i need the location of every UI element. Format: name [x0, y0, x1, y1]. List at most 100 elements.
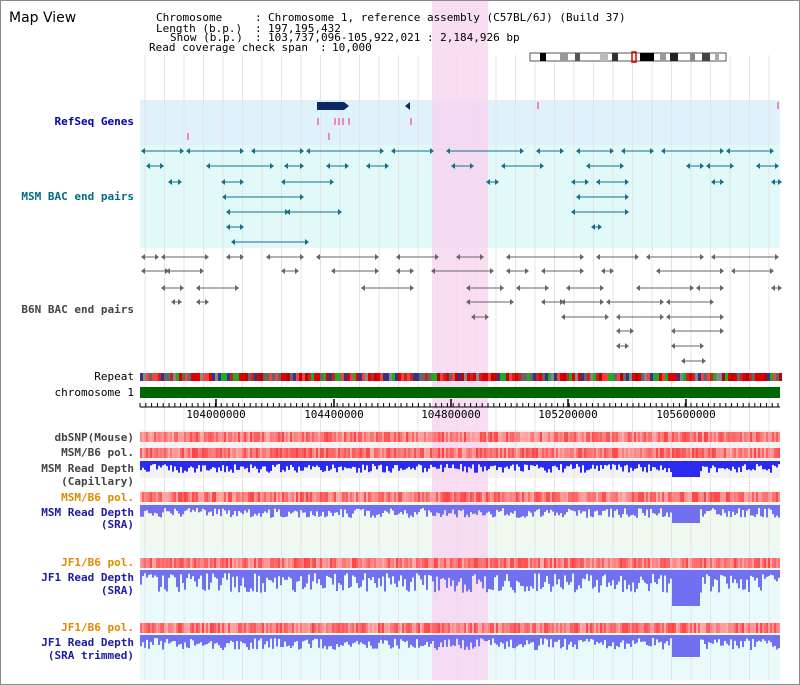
msm-b6-pol-density: [580, 448, 582, 458]
msm-b6-pol-density: [428, 492, 430, 502]
msm-depth-sra-bar: [392, 505, 394, 511]
jf1-b6-pol-density: [696, 623, 698, 633]
jf1-b6-pol-density: [264, 558, 266, 568]
jf1-b6-pol-density: [658, 623, 660, 633]
msm-b6-pol-density: [562, 492, 564, 502]
dbsnp-density: [568, 432, 570, 442]
repeat-segment: [278, 373, 281, 381]
jf1-b6-pol-density: [548, 558, 550, 568]
jf1-depth-trimmed-bar: [648, 635, 650, 646]
jf1-b6-pol-density: [258, 623, 260, 633]
msm-depth-sra-bar: [188, 505, 190, 509]
msm-b6-pol-density: [704, 492, 706, 502]
msm-b6-pol-density: [216, 492, 218, 502]
msm-b6-pol-density: [204, 448, 206, 458]
dbsnp-density: [736, 432, 738, 442]
jf1-b6-pol-density: [438, 623, 440, 633]
repeat-segment: [575, 373, 578, 381]
dbsnp-density: [356, 432, 358, 442]
dbsnp-density: [360, 432, 362, 442]
jf1-b6-pol-density: [402, 558, 404, 568]
repeat-segment: [569, 373, 572, 381]
msm-bac-pair-end: [620, 163, 624, 169]
msm-depth-capillary-bar: [382, 461, 384, 473]
jf1-depth-trimmed-bar: [776, 635, 778, 650]
jf1-depth-trimmed-bar: [214, 635, 216, 644]
msm-b6-pol-density: [654, 492, 656, 502]
jf1-depth-sra-bar: [718, 570, 720, 593]
dbsnp-density: [470, 432, 472, 442]
jf1-depth-sra-bar: [250, 570, 252, 589]
jf1-depth-sra-bar: [362, 570, 364, 581]
repeat-segment: [245, 373, 248, 381]
jf1-depth-trimmed-bar: [472, 635, 474, 649]
msm-depth-capillary-bar: [658, 461, 660, 471]
msm-b6-pol-density: [502, 448, 504, 458]
jf1-depth-sra-bar: [762, 570, 764, 575]
msm-depth-sra-bar: [728, 505, 730, 512]
jf1-depth-trimmed-bar: [278, 635, 280, 639]
jf1-depth-sra-bar: [486, 570, 488, 593]
jf1-depth-trimmed-bar: [526, 635, 528, 641]
msm-b6-pol-density: [260, 448, 262, 458]
jf1-b6-pol-density: [688, 558, 690, 568]
msm-b6-pol-density: [524, 448, 526, 458]
jf1-depth-sra-bar: [514, 570, 516, 593]
msm-depth-capillary-bar: [710, 461, 712, 469]
msm-depth-sra-bar: [580, 505, 582, 514]
jf1-depth-sra-bar: [228, 570, 230, 574]
jf1-b6-pol-density: [528, 623, 530, 633]
jf1-depth-trimmed-bar: [596, 635, 598, 642]
jf1-depth-sra-bar: [240, 570, 242, 586]
msm-depth-capillary-bar: [682, 461, 684, 477]
b6n-bac-pair-end: [635, 254, 639, 260]
b6n-bac-pair-end: [616, 314, 620, 320]
msm-depth-capillary-bar: [626, 461, 628, 465]
b6n-bac-pair-end: [660, 314, 664, 320]
msm-b6-pol-density: [208, 492, 210, 502]
msm-b6-pol-density: [558, 492, 560, 502]
dbsnp-density: [572, 432, 574, 442]
jf1-depth-trimmed-bar: [206, 635, 208, 645]
msm-depth-sra-bar: [710, 505, 712, 511]
msm-depth-capillary-bar: [200, 461, 202, 472]
jf1-b6-pol-density: [206, 558, 208, 568]
dbsnp-density: [748, 432, 750, 442]
info-length-key: Length (b.p.): [156, 22, 243, 35]
msm-depth-sra-bar: [162, 505, 164, 513]
dbsnp-density: [292, 432, 294, 442]
jf1-depth-sra-bar: [330, 570, 332, 579]
jf1-b6-pol-density: [426, 623, 428, 633]
jf1-depth-sra-bar: [224, 570, 226, 574]
chromosome-bar: [140, 387, 780, 398]
repeat-segment: [770, 373, 773, 381]
msm-b6-pol-density: [256, 448, 258, 458]
jf1-b6-pol-density: [430, 558, 432, 568]
jf1-depth-trimmed-bar: [762, 635, 764, 640]
dbsnp-density: [350, 432, 352, 442]
msm-b6-pol-density: [462, 492, 464, 502]
jf1-b6-pol-density: [646, 558, 648, 568]
jf1-depth-sra-bar: [438, 570, 440, 591]
msm-depth-sra-bar: [684, 505, 686, 523]
jf1-b6-pol-density: [400, 558, 402, 568]
msm-depth-sra-bar: [378, 505, 380, 515]
jf1-b6-pol-density: [630, 623, 632, 633]
jf1-b6-pol-density: [648, 623, 650, 633]
jf1-depth-trimmed-bar: [326, 635, 328, 650]
jf1-depth-sra-bar: [212, 570, 214, 574]
msm-depth-sra-bar: [322, 505, 324, 512]
jf1-b6-pol-density: [580, 623, 582, 633]
msm-depth-capillary-bar: [478, 461, 480, 465]
dbsnp-density: [464, 432, 466, 442]
jf1-depth-trimmed-bar: [618, 635, 620, 648]
jf1-depth-sra-bar: [236, 570, 238, 577]
repeat-segment: [209, 373, 212, 381]
repeat-segment: [764, 373, 767, 381]
msm-b6-pol-density: [320, 448, 322, 458]
msm-depth-capillary-bar: [708, 461, 710, 473]
jf1-b6-pol-density: [676, 623, 678, 633]
msm-b6-pol-density: [632, 448, 634, 458]
msm-b6-pol-density: [614, 448, 616, 458]
